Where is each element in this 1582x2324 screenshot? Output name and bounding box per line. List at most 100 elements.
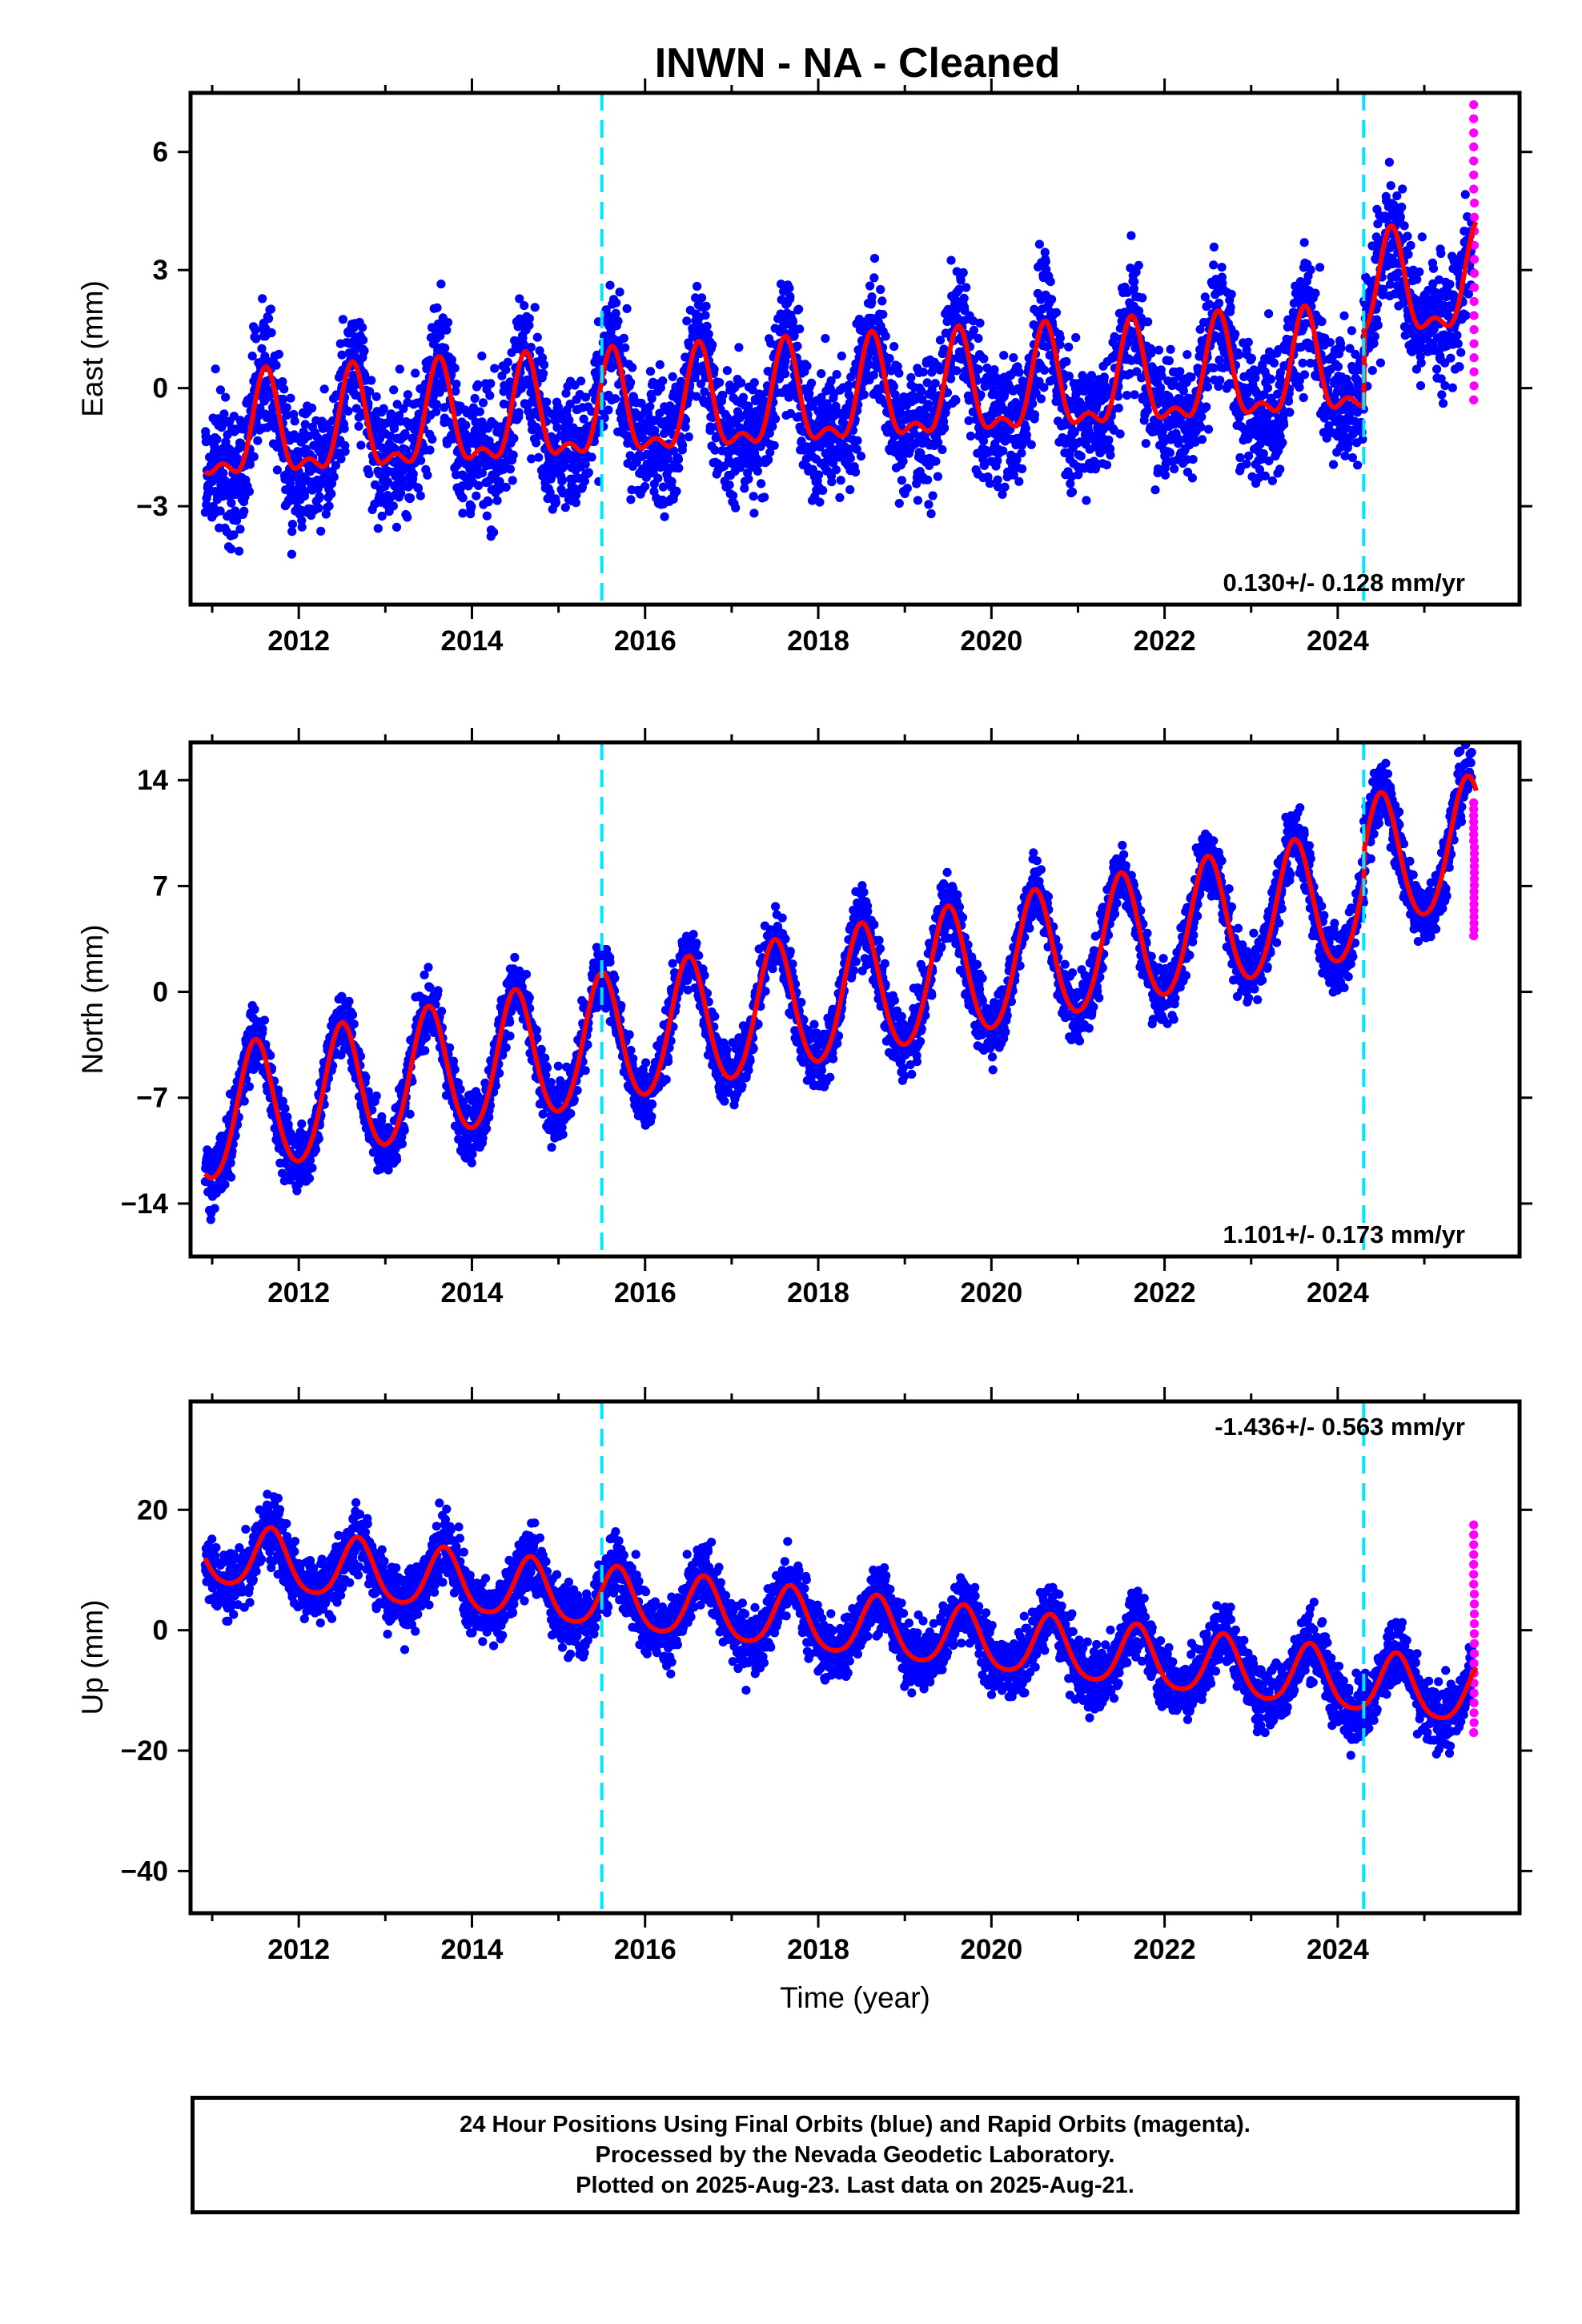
rapid-orbit-point: [1469, 114, 1479, 123]
final-orbit-point: [279, 384, 289, 394]
final-orbit-point: [1028, 399, 1038, 408]
final-orbit-point: [1131, 267, 1141, 277]
final-orbit-point: [623, 439, 632, 448]
final-orbit-point: [1040, 365, 1050, 375]
final-orbit-point: [682, 316, 692, 326]
final-orbit-point: [814, 470, 824, 480]
final-orbit-point: [1122, 391, 1132, 400]
final-orbit-point: [316, 526, 326, 536]
final-orbit-point: [425, 445, 435, 455]
final-orbit-point: [1278, 438, 1287, 448]
final-orbit-point: [297, 516, 307, 525]
north-final-orbit-points: [200, 742, 1476, 1224]
final-orbit-point: [1126, 231, 1136, 240]
final-orbit-point: [768, 422, 777, 432]
final-orbit-point: [1012, 455, 1022, 464]
final-orbit-point: [684, 432, 693, 442]
final-orbit-point: [1436, 374, 1446, 384]
final-orbit-point: [805, 388, 814, 399]
final-orbit-point: [257, 344, 267, 353]
final-orbit-point: [1009, 470, 1018, 480]
final-orbit-point: [1275, 464, 1285, 474]
final-orbit-point: [1428, 263, 1439, 273]
final-orbit-point: [451, 386, 460, 396]
final-orbit-point: [802, 361, 812, 371]
final-orbit-point: [532, 438, 541, 448]
final-orbit-point: [757, 479, 766, 489]
final-orbit-point: [244, 1082, 254, 1092]
final-orbit-point: [1055, 340, 1065, 349]
final-orbit-point: [928, 491, 938, 501]
final-orbit-point: [278, 377, 287, 387]
final-orbit-point: [508, 450, 518, 460]
final-orbit-point: [1130, 390, 1139, 400]
final-orbit-point: [974, 333, 983, 344]
final-orbit-point: [215, 385, 225, 395]
final-orbit-point: [274, 1085, 283, 1095]
final-orbit-point: [1102, 460, 1112, 470]
final-orbit-point: [808, 464, 817, 474]
final-orbit-point: [278, 1168, 287, 1178]
final-orbit-point: [632, 457, 641, 467]
rapid-orbit-point: [1469, 283, 1480, 292]
final-orbit-point: [229, 530, 239, 540]
final-orbit-point: [876, 284, 885, 295]
final-orbit-point: [572, 490, 581, 500]
final-orbit-point: [1373, 320, 1383, 330]
final-orbit-point: [734, 343, 744, 352]
final-orbit-point: [1403, 250, 1413, 259]
final-orbit-point: [748, 385, 757, 395]
final-orbit-point: [1064, 342, 1074, 352]
final-orbit-point: [266, 304, 275, 314]
final-orbit-point: [1461, 311, 1471, 320]
final-orbit-point: [289, 409, 299, 420]
final-orbit-point: [818, 485, 828, 496]
final-orbit-point: [1439, 399, 1448, 408]
final-orbit-point: [1197, 412, 1207, 422]
final-orbit-point: [557, 476, 568, 485]
final-orbit-point: [1018, 464, 1027, 474]
final-orbit-point: [704, 329, 713, 339]
rapid-orbit-point: [1469, 395, 1479, 404]
final-orbit-point: [411, 368, 420, 378]
final-orbit-point: [484, 497, 493, 507]
final-orbit-point: [1209, 242, 1219, 252]
final-orbit-point: [331, 460, 340, 470]
east-rapid-orbit-points: [1469, 100, 1480, 404]
final-orbit-point: [815, 497, 825, 507]
final-orbit-point: [212, 435, 222, 444]
final-orbit-point: [807, 378, 817, 388]
final-orbit-point: [1417, 232, 1427, 242]
final-orbit-point: [524, 314, 534, 324]
final-orbit-point: [253, 411, 263, 421]
final-orbit-point: [364, 469, 374, 479]
final-orbit-point: [845, 453, 855, 463]
final-orbit-point: [1106, 450, 1115, 460]
final-orbit-point: [354, 421, 363, 431]
final-orbit-point: [1203, 382, 1212, 392]
final-orbit-point: [389, 385, 399, 395]
final-orbit-point: [1226, 303, 1235, 312]
rapid-orbit-point: [1469, 381, 1479, 391]
final-orbit-point: [852, 444, 861, 454]
final-orbit-point: [956, 275, 966, 285]
final-orbit-point: [282, 403, 291, 412]
final-orbit-point: [1299, 392, 1308, 403]
final-orbit-point: [985, 479, 994, 489]
final-orbit-point: [473, 380, 483, 389]
final-orbit-point: [700, 387, 709, 396]
final-orbit-point: [278, 1096, 287, 1106]
final-orbit-point: [613, 316, 623, 326]
final-orbit-point: [478, 398, 488, 408]
final-orbit-point: [1166, 344, 1175, 354]
final-orbit-point: [958, 267, 968, 278]
rapid-orbit-point: [1469, 339, 1479, 348]
final-orbit-point: [1399, 221, 1409, 231]
final-orbit-point: [1244, 451, 1254, 460]
final-orbit-point: [1215, 298, 1224, 308]
final-orbit-point: [1269, 399, 1279, 408]
final-orbit-point: [765, 428, 774, 438]
final-orbit-point: [258, 294, 267, 304]
final-orbit-point: [1263, 384, 1273, 393]
final-orbit-point: [250, 1004, 259, 1015]
